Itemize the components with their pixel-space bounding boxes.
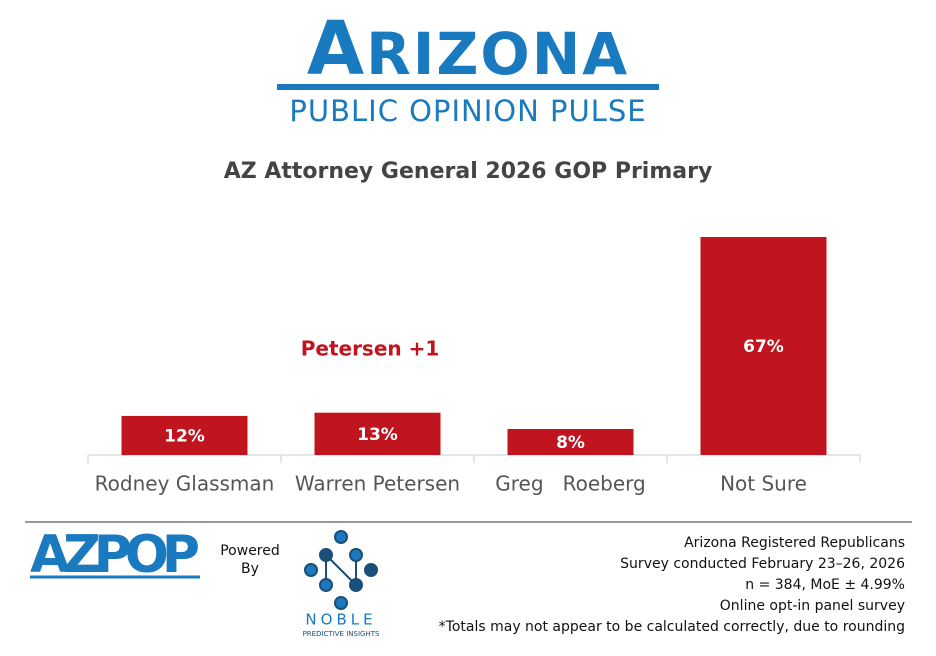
brand-title: ARIZONA xyxy=(306,6,630,92)
value-label: 13% xyxy=(357,425,398,445)
survey-note: Arizona Registered Republicans xyxy=(684,535,905,551)
annotation: Petersen +1 xyxy=(301,337,440,361)
powered: Powered xyxy=(220,543,280,559)
brand-subtitle: PUBLIC OPINION PULSE xyxy=(289,94,647,128)
bar xyxy=(314,412,441,455)
bar xyxy=(700,237,827,455)
partner-tagline: PREDICTIVE INSIGHTS xyxy=(303,630,380,638)
x-tick-label: Warren Petersen xyxy=(295,472,460,496)
x-tick-label: Rodney Glassman xyxy=(95,472,275,496)
survey-note: *Totals may not appear to be calculated … xyxy=(439,619,905,635)
x-tick-label: Greg Roeberg xyxy=(495,472,645,496)
partner-icon xyxy=(304,530,378,610)
survey-note: Survey conducted February 23–26, 2026 xyxy=(620,556,905,572)
footer-logo: AZPOP xyxy=(30,525,200,585)
bar xyxy=(121,415,248,455)
survey-note: n = 384, MoE ± 4.99% xyxy=(745,577,905,593)
value-label: 67% xyxy=(743,337,784,357)
partner-name: NOBLE xyxy=(305,611,376,629)
bar xyxy=(507,428,634,455)
powered: By xyxy=(241,561,259,577)
chart-title: AZ Attorney General 2026 GOP Primary xyxy=(224,159,713,184)
x-tick-label: Not Sure xyxy=(720,472,807,496)
value-label: 12% xyxy=(164,426,205,446)
brand-rule xyxy=(277,84,659,90)
value-label: 8% xyxy=(556,433,585,453)
survey-note: Online opt-in panel survey xyxy=(720,598,905,614)
